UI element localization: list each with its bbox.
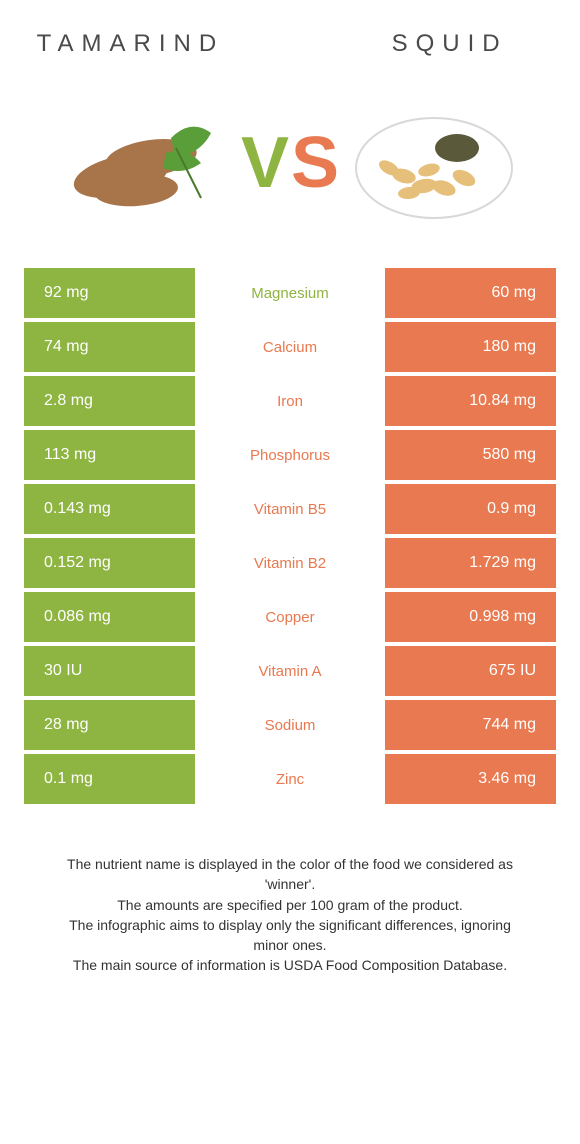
table-row: 113 mgPhosphorus580 mg — [24, 430, 556, 480]
table-row: 30 IUVitamin A675 IU — [24, 646, 556, 696]
value-left: 0.143 mg — [24, 484, 195, 534]
footer-line: The nutrient name is displayed in the co… — [64, 854, 516, 895]
table-row: 0.086 mgCopper0.998 mg — [24, 592, 556, 642]
value-right: 3.46 mg — [385, 754, 556, 804]
infographic-container: Tamarind Squid V S — [0, 0, 580, 976]
title-left: Tamarind — [24, 30, 237, 58]
table-row: 92 mgMagnesium60 mg — [24, 268, 556, 318]
value-right: 0.9 mg — [385, 484, 556, 534]
vs-v: V — [241, 127, 289, 199]
nutrient-name: Vitamin B5 — [195, 484, 385, 534]
nutrient-name: Magnesium — [195, 268, 385, 318]
vs-s: S — [291, 127, 339, 199]
nutrient-name: Phosphorus — [195, 430, 385, 480]
nutrient-name: Iron — [195, 376, 385, 426]
table-row: 0.1 mgZinc3.46 mg — [24, 754, 556, 804]
value-left: 30 IU — [24, 646, 195, 696]
table-row: 0.143 mgVitamin B50.9 mg — [24, 484, 556, 534]
value-right: 744 mg — [385, 700, 556, 750]
footer-line: The amounts are specified per 100 gram o… — [64, 895, 516, 915]
value-left: 92 mg — [24, 268, 195, 318]
value-right: 0.998 mg — [385, 592, 556, 642]
value-left: 74 mg — [24, 322, 195, 372]
titles-row: Tamarind Squid — [24, 30, 556, 58]
nutrient-name: Copper — [195, 592, 385, 642]
images-row: V S — [24, 98, 556, 228]
table-row: 2.8 mgIron10.84 mg — [24, 376, 556, 426]
vs-label: V S — [241, 127, 339, 199]
footer-line: The infographic aims to display only the… — [64, 915, 516, 956]
tamarind-image — [61, 98, 231, 228]
value-right: 675 IU — [385, 646, 556, 696]
table-row: 74 mgCalcium180 mg — [24, 322, 556, 372]
value-left: 0.086 mg — [24, 592, 195, 642]
footer-notes: The nutrient name is displayed in the co… — [24, 854, 556, 976]
footer-line: The main source of information is USDA F… — [64, 955, 516, 975]
nutrient-name: Vitamin B2 — [195, 538, 385, 588]
table-row: 0.152 mgVitamin B21.729 mg — [24, 538, 556, 588]
value-right: 60 mg — [385, 268, 556, 318]
value-left: 2.8 mg — [24, 376, 195, 426]
value-left: 0.152 mg — [24, 538, 195, 588]
value-right: 180 mg — [385, 322, 556, 372]
value-left: 0.1 mg — [24, 754, 195, 804]
nutrient-name: Calcium — [195, 322, 385, 372]
title-right: Squid — [343, 30, 556, 58]
value-left: 113 mg — [24, 430, 195, 480]
nutrient-name: Sodium — [195, 700, 385, 750]
value-right: 1.729 mg — [385, 538, 556, 588]
nutrient-name: Zinc — [195, 754, 385, 804]
nutrient-table: 92 mgMagnesium60 mg74 mgCalcium180 mg2.8… — [24, 268, 556, 804]
value-left: 28 mg — [24, 700, 195, 750]
value-right: 580 mg — [385, 430, 556, 480]
value-right: 10.84 mg — [385, 376, 556, 426]
nutrient-name: Vitamin A — [195, 646, 385, 696]
table-row: 28 mgSodium744 mg — [24, 700, 556, 750]
squid-image — [349, 98, 519, 228]
